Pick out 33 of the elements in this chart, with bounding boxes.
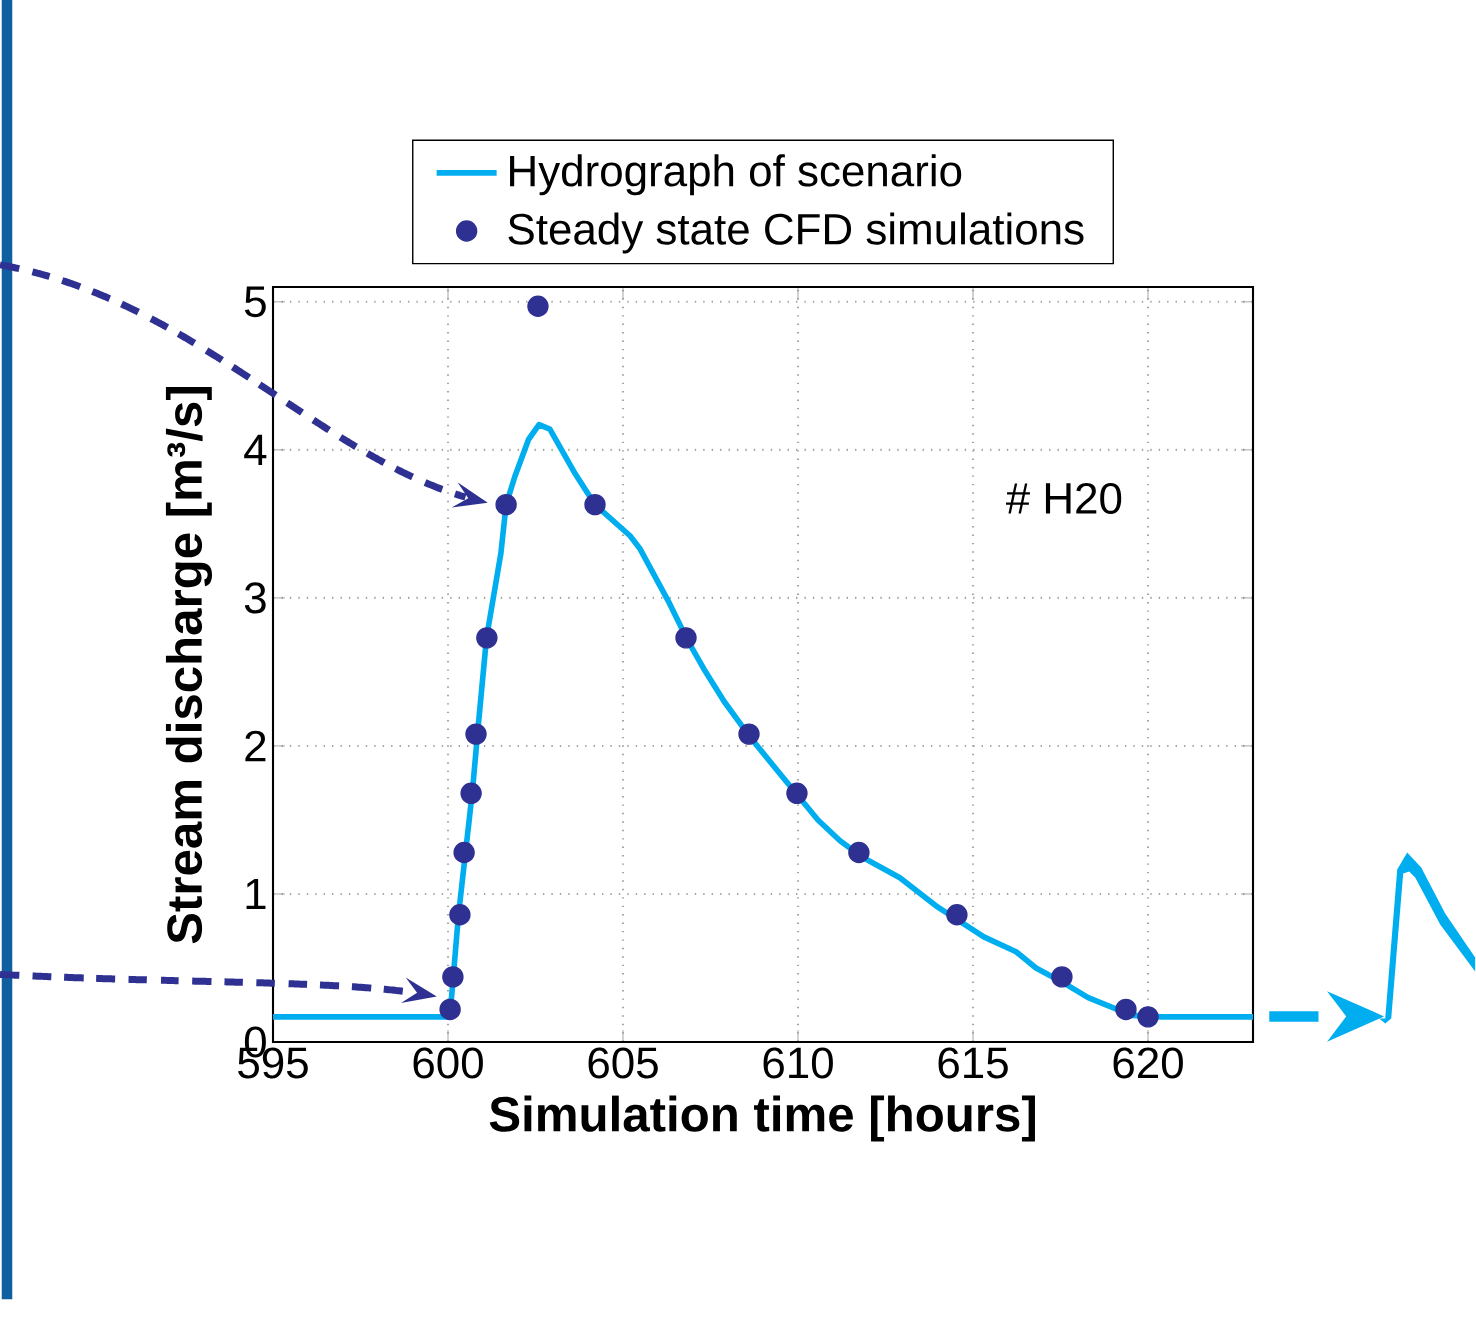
point [946,903,968,926]
point [1137,1006,1159,1028]
point [449,903,471,926]
y-tick-label: 2 [245,730,266,762]
point [527,295,549,317]
x-tick-label: 610 [763,1047,833,1079]
y-tick-label: 3 [244,582,266,614]
x-tick-label: 615 [938,1047,1008,1079]
point [675,627,697,649]
y-tick-label: 1 [246,878,266,910]
point [1051,966,1073,988]
legend-label: Steady state CFD simulations [508,212,1084,254]
point [848,841,870,864]
point [495,493,517,516]
point [476,627,498,649]
point [439,998,461,1021]
point [1115,998,1137,1021]
x-tick-label: 605 [588,1047,658,1079]
legend-label: Hydrograph of scenario [510,154,962,196]
x-axis-title: Simulation time [hours] [489,1095,1035,1142]
y-axis-title: Stream discharge [m³/s] [165,387,213,944]
point [465,723,487,745]
point [453,841,475,864]
point [738,723,760,745]
point [584,493,606,516]
point [786,782,808,805]
x-tick-label: 600 [413,1047,483,1079]
x-tick-label: 620 [1113,1047,1183,1079]
y-tick-label: 4 [244,434,267,465]
point [442,966,464,988]
annotation: # H20 [1005,482,1122,514]
y-tick-label: 5 [244,286,266,318]
point [460,782,482,805]
